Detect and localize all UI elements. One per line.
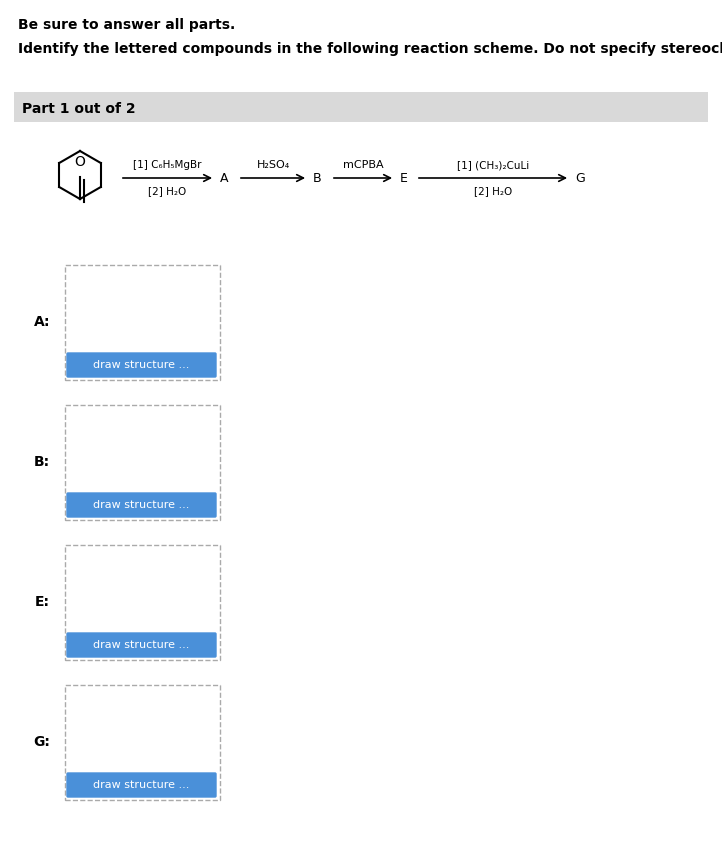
Text: Identify the lettered compounds in the following reaction scheme. Do not specify: Identify the lettered compounds in the f… xyxy=(18,42,722,56)
Text: [1] (CH₃)₂CuLi: [1] (CH₃)₂CuLi xyxy=(457,160,529,170)
Bar xyxy=(65,685,220,800)
Text: draw structure ...: draw structure ... xyxy=(93,780,190,790)
Bar xyxy=(14,92,708,122)
Text: [2] H₂O: [2] H₂O xyxy=(148,186,186,196)
FancyBboxPatch shape xyxy=(67,773,216,797)
Bar xyxy=(65,265,220,380)
Text: draw structure ...: draw structure ... xyxy=(93,360,190,370)
Text: Be sure to answer all parts.: Be sure to answer all parts. xyxy=(18,18,235,32)
Text: Part 1 out of 2: Part 1 out of 2 xyxy=(22,102,136,116)
Text: H₂SO₄: H₂SO₄ xyxy=(256,160,290,170)
Text: [2] H₂O: [2] H₂O xyxy=(474,186,512,196)
Text: mCPBA: mCPBA xyxy=(343,160,383,170)
Text: A:: A: xyxy=(33,315,50,329)
Text: draw structure ...: draw structure ... xyxy=(93,640,190,650)
Text: G: G xyxy=(575,171,585,184)
Text: [1] C₆H₅MgBr: [1] C₆H₅MgBr xyxy=(133,160,201,170)
Text: O: O xyxy=(74,155,85,169)
Text: B:: B: xyxy=(34,456,50,469)
Text: B: B xyxy=(313,171,321,184)
Text: E: E xyxy=(400,171,408,184)
Bar xyxy=(65,545,220,660)
Text: draw structure ...: draw structure ... xyxy=(93,500,190,510)
FancyBboxPatch shape xyxy=(67,493,216,517)
FancyBboxPatch shape xyxy=(67,353,216,377)
FancyBboxPatch shape xyxy=(67,633,216,657)
Text: E:: E: xyxy=(35,596,50,610)
Text: A: A xyxy=(220,171,228,184)
Text: G:: G: xyxy=(33,735,50,749)
Bar xyxy=(65,405,220,520)
